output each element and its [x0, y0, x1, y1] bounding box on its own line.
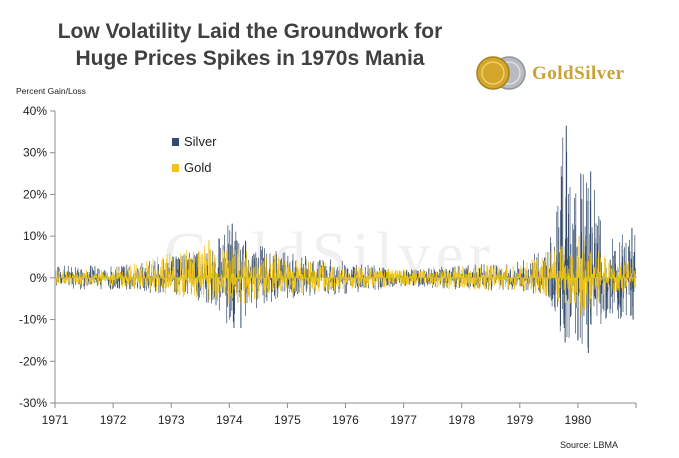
chart-title-line-1: Low Volatility Laid the Groundwork for — [57, 20, 443, 43]
logo-text: GoldSilver — [532, 63, 625, 84]
chart-title-line-2: Huge Prices Spikes in 1970s Mania — [75, 47, 425, 70]
y-axis-label: Percent Gain/Loss — [16, 86, 86, 96]
chart-title: Low Volatility Laid the Groundwork for H… — [0, 18, 500, 72]
gold-series — [54, 236, 637, 316]
coins-icon — [476, 56, 526, 90]
goldsilver-logo: GoldSilver — [476, 53, 666, 93]
